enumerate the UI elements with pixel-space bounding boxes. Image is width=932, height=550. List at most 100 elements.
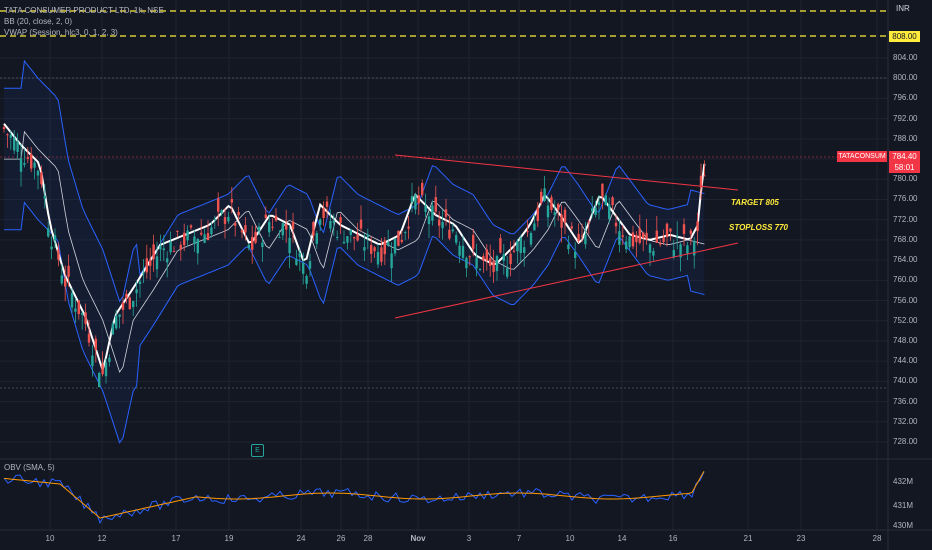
- candle-body: [203, 234, 206, 243]
- candle-body: [98, 372, 101, 387]
- candle-body: [274, 215, 278, 221]
- candle-body: [359, 219, 363, 229]
- candle-body: [495, 256, 499, 272]
- time-tick-label: 14: [617, 534, 627, 543]
- candle-body: [257, 226, 261, 232]
- price-tick-label: 764.00: [893, 255, 918, 265]
- candle-body: [574, 251, 577, 258]
- price-tick-label: 776.00: [893, 194, 918, 204]
- time-tick-label: 17: [171, 534, 181, 543]
- candle-body: [261, 242, 264, 248]
- candle-body: [492, 260, 495, 273]
- candle-body: [523, 247, 526, 253]
- currency-label[interactable]: INR: [896, 4, 910, 13]
- candle-body: [560, 214, 563, 228]
- candle-body: [536, 207, 539, 221]
- candle-body: [631, 232, 635, 247]
- price-tick-label: 756.00: [893, 295, 918, 305]
- candle-body: [587, 221, 590, 223]
- candle-body: [142, 272, 145, 274]
- candle-body: [665, 223, 669, 238]
- candle-body: [434, 197, 437, 212]
- candle-body: [594, 207, 597, 215]
- candle-body: [516, 240, 519, 252]
- candle-body: [645, 232, 648, 240]
- candle-body: [213, 219, 216, 221]
- obv-tick-label: 432M: [893, 477, 914, 486]
- bb-legend[interactable]: BB (20, close, 2, 0): [4, 17, 73, 26]
- candle-body: [546, 205, 550, 218]
- candle-body: [74, 308, 77, 312]
- triangle-upper-trendline[interactable]: [394, 154, 739, 191]
- candle-body: [162, 248, 165, 251]
- candle-body: [519, 237, 522, 253]
- vwap-line: [3, 123, 706, 374]
- candle-body: [264, 214, 267, 219]
- candle-body: [591, 208, 594, 212]
- earnings-badge-icon[interactable]: E: [251, 444, 264, 457]
- candle-body: [577, 233, 580, 242]
- vwap-legend[interactable]: VWAP (Session, hlc3, 0, 1, 2, 3): [4, 28, 118, 37]
- candle-body: [478, 268, 482, 270]
- candle-body: [13, 137, 16, 151]
- time-tick-label: 12: [97, 534, 107, 543]
- candle-body: [342, 241, 346, 244]
- candle-body: [121, 302, 125, 310]
- candle-body: [94, 338, 97, 351]
- candle-body: [339, 217, 342, 224]
- candle-body: [128, 297, 131, 309]
- candle-body: [237, 211, 240, 216]
- candle-body: [47, 228, 50, 237]
- candle-body: [285, 224, 288, 230]
- symbol-legend[interactable]: TATA CONSUMER PRODUCT LTD, 1h, NSE: [4, 6, 164, 15]
- candle-body: [540, 191, 543, 204]
- price-tick-label: 728.00: [893, 437, 918, 446]
- candle-body: [332, 220, 335, 223]
- candle-body: [608, 204, 611, 219]
- bollinger-lower-band: [4, 201, 705, 444]
- triangle-lower-trendline[interactable]: [394, 242, 739, 319]
- candle-body: [373, 247, 376, 252]
- candle-body: [652, 251, 655, 256]
- candle-body: [81, 312, 84, 315]
- candle-body: [33, 162, 36, 168]
- candle-body: [210, 227, 213, 235]
- price-tick-label: 740.00: [893, 376, 918, 386]
- candle-body: [87, 333, 91, 343]
- candle-body: [19, 158, 23, 172]
- candle-body: [308, 261, 312, 269]
- candle-body: [438, 219, 441, 226]
- candle-body: [254, 231, 257, 243]
- candle-body: [441, 221, 444, 229]
- candle-body: [703, 175, 706, 177]
- candle-body: [67, 265, 70, 277]
- candle-body: [693, 240, 696, 256]
- obv-tick-label: 431M: [893, 501, 914, 510]
- candle-body: [648, 244, 652, 253]
- stoploss-annotation[interactable]: STOPLOSS 770: [729, 223, 788, 232]
- candle-body: [189, 225, 193, 228]
- price-tick-label: 752.00: [893, 315, 918, 325]
- candle-body: [179, 244, 182, 250]
- candle-body: [642, 232, 645, 238]
- candle-body: [580, 235, 584, 237]
- price-tick-label: 800.00: [893, 73, 918, 83]
- candle-body: [370, 244, 373, 254]
- candle-body: [628, 236, 631, 248]
- obv-legend[interactable]: OBV (SMA, 5): [4, 463, 55, 472]
- candle-body: [669, 228, 672, 232]
- target-annotation[interactable]: TARGET 805: [731, 198, 779, 207]
- candle-body: [689, 230, 692, 234]
- candle-body: [244, 225, 247, 233]
- candle-body: [23, 162, 26, 165]
- candle-body: [699, 175, 703, 188]
- candle-body: [166, 258, 169, 263]
- time-tick-label: 23: [796, 534, 806, 543]
- time-tick-label: 24: [296, 534, 306, 543]
- candle-body: [155, 256, 159, 270]
- price-tick-label: 748.00: [893, 335, 918, 345]
- candle-body: [662, 237, 665, 243]
- candle-body: [485, 249, 488, 261]
- candle-body: [390, 253, 393, 269]
